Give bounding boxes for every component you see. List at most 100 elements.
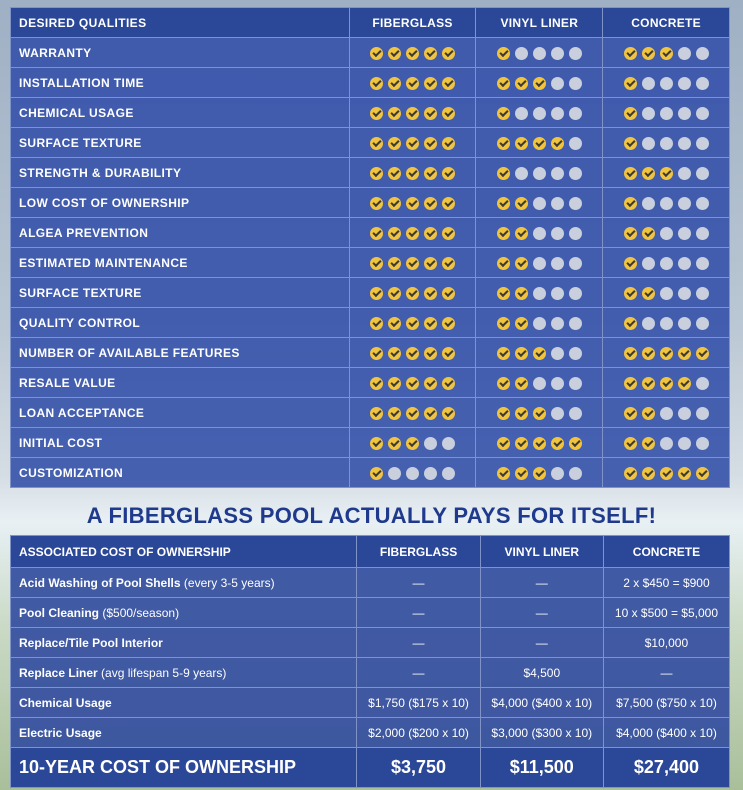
rating-dots [496,346,582,360]
header-desired-qualities: DESIRED QUALITIES [10,7,350,38]
check-circle-icon [641,226,655,240]
check-circle-icon [424,76,438,90]
rating-dots [370,346,456,360]
rating-cell [475,247,604,278]
check-circle-icon [388,406,402,420]
rating-dots [623,286,709,300]
check-circle-icon [659,466,673,480]
quality-label: INITIAL COST [10,427,350,458]
rating-cell [602,307,730,338]
rating-cell [602,337,730,368]
check-circle-icon [623,46,637,60]
quality-label: RESALE VALUE [10,367,350,398]
rating-dots [623,406,709,420]
rating-cell [602,397,730,428]
check-circle-icon [442,76,456,90]
rating-cell [475,427,604,458]
empty-circle-icon [695,226,709,240]
check-circle-icon [442,46,456,60]
check-circle-icon [623,196,637,210]
quality-row: WARRANTY [10,37,730,68]
quality-row: SURFACE TEXTURE [10,277,730,308]
check-circle-icon [532,406,546,420]
empty-circle-icon [568,166,582,180]
rating-dots [623,436,709,450]
rating-cell [348,37,477,68]
empty-circle-icon [641,196,655,210]
check-circle-icon [370,46,384,60]
cost-value: — [479,567,604,598]
check-circle-icon [623,436,637,450]
rating-dots [370,406,456,420]
check-circle-icon [623,226,637,240]
check-circle-icon [514,436,528,450]
cost-value: 2 x $450 = $900 [602,567,731,598]
check-circle-icon [370,226,384,240]
empty-circle-icon [677,136,691,150]
check-circle-icon [496,286,510,300]
cost-label: Electric Usage [9,717,358,748]
check-circle-icon [641,346,655,360]
check-circle-icon [442,376,456,390]
rating-cell [475,307,604,338]
empty-circle-icon [514,106,528,120]
check-circle-icon [623,166,637,180]
empty-circle-icon [532,106,546,120]
check-circle-icon [623,256,637,270]
check-circle-icon [496,316,510,330]
cost-item: Acid Washing of Pool Shells [19,575,181,590]
quality-label: ALGEA PREVENTION [10,217,350,248]
rating-cell [475,37,604,68]
check-circle-icon [514,376,528,390]
empty-circle-icon [550,376,564,390]
check-circle-icon [406,226,420,240]
check-circle-icon [406,46,420,60]
empty-circle-icon [550,256,564,270]
check-circle-icon [370,406,384,420]
empty-circle-icon [659,436,673,450]
check-circle-icon [442,226,456,240]
rating-dots [370,196,456,210]
empty-circle-icon [641,316,655,330]
check-circle-icon [388,226,402,240]
check-circle-icon [388,166,402,180]
cost-value: — [356,657,481,688]
rating-dots [623,466,709,480]
cost-value: $2,000 ($200 x 10) [356,717,481,748]
check-circle-icon [406,106,420,120]
quality-row: STRENGTH & DURABILITY [10,157,730,188]
rating-cell [475,367,604,398]
cost-item: Replace/Tile Pool Interior [19,635,163,650]
rating-dots [370,106,456,120]
header-concrete: CONCRETE [602,535,731,568]
rating-cell [348,247,477,278]
empty-circle-icon [532,256,546,270]
check-circle-icon [388,316,402,330]
empty-circle-icon [424,466,438,480]
total-value: $3,750 [356,747,481,788]
check-circle-icon [442,316,456,330]
empty-circle-icon [568,466,582,480]
empty-circle-icon [568,286,582,300]
empty-circle-icon [659,226,673,240]
empty-circle-icon [677,46,691,60]
check-circle-icon [424,406,438,420]
cost-value: $1,750 ($175 x 10) [356,687,481,718]
check-circle-icon [424,286,438,300]
qualities-table: DESIRED QUALITIES FIBERGLASS VINYL LINER… [10,7,730,488]
check-circle-icon [677,466,691,480]
check-circle-icon [406,316,420,330]
check-circle-icon [406,406,420,420]
cost-label: Chemical Usage [9,687,358,718]
header-fiberglass: FIBERGLASS [348,7,477,38]
rating-cell [348,427,477,458]
total-label: 10-YEAR COST OF OWNERSHIP [9,747,358,788]
empty-circle-icon [550,196,564,210]
check-circle-icon [388,46,402,60]
cost-value: $4,000 ($400 x 10) [602,717,731,748]
empty-circle-icon [677,316,691,330]
check-circle-icon [532,76,546,90]
check-circle-icon [406,376,420,390]
rating-dots [370,136,456,150]
rating-cell [602,367,730,398]
